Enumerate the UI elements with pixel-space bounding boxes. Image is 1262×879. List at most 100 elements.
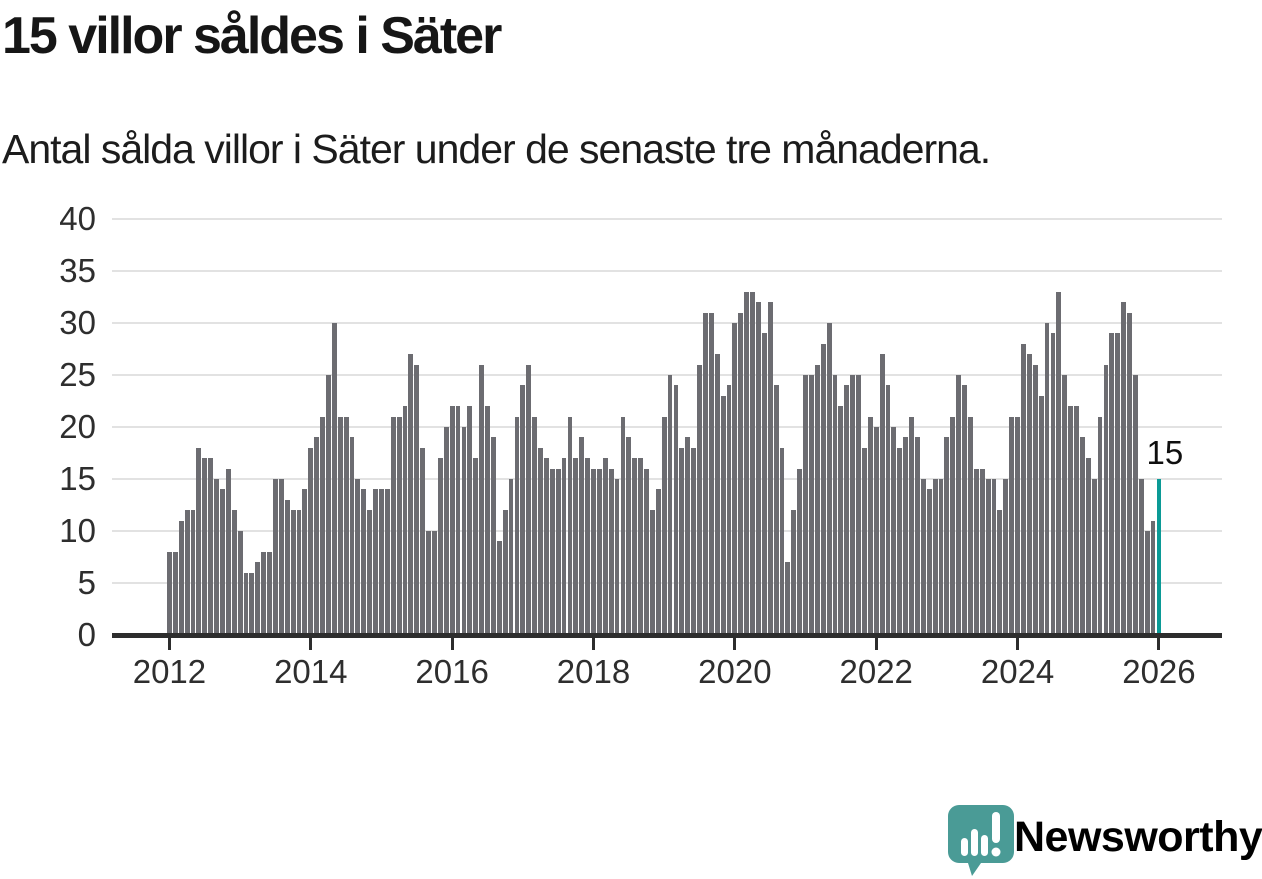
y-axis-label: 40 [59, 200, 96, 237]
bar [355, 479, 361, 635]
bar [691, 447, 697, 635]
bar [973, 468, 979, 635]
x-axis-label: 2026 [1122, 653, 1196, 690]
bar [1138, 479, 1144, 635]
bar [1109, 333, 1115, 635]
bar [255, 562, 261, 635]
bar [602, 458, 608, 635]
bar [208, 458, 214, 635]
bar [231, 510, 237, 635]
bar [638, 458, 644, 635]
bar [384, 489, 390, 635]
bar [697, 364, 702, 635]
bar [1032, 364, 1038, 635]
bar [455, 406, 461, 635]
bar [1091, 479, 1097, 635]
bar [343, 416, 349, 635]
bar [732, 323, 738, 635]
bar [1121, 302, 1127, 635]
bar [549, 468, 555, 635]
x-axis-line [112, 633, 1222, 638]
gridline [112, 322, 1222, 324]
bar [620, 416, 626, 635]
bar [1132, 375, 1138, 635]
bar [708, 312, 714, 635]
gridline [112, 582, 1222, 584]
bar [314, 437, 320, 635]
bar [832, 375, 838, 635]
x-axis-label: 2018 [556, 653, 631, 690]
bar [738, 312, 744, 635]
bar [879, 354, 885, 635]
bar [331, 323, 337, 635]
bar [714, 354, 720, 635]
bar [1079, 437, 1085, 635]
bar [402, 406, 408, 635]
bar [214, 479, 219, 635]
bar [502, 510, 508, 635]
bar [1068, 406, 1073, 635]
bar [190, 510, 196, 635]
bar [803, 375, 808, 635]
bar [838, 406, 844, 635]
bar [591, 468, 596, 635]
bar [473, 458, 479, 635]
bar [508, 479, 514, 635]
bar [302, 489, 308, 635]
bar [1074, 406, 1079, 635]
bar [962, 385, 967, 635]
bar [950, 416, 956, 635]
bar [867, 416, 873, 635]
bar [349, 437, 355, 635]
gridline [112, 426, 1222, 428]
bar [761, 333, 767, 635]
bar [496, 541, 502, 635]
bar [720, 395, 726, 635]
bar [1044, 323, 1050, 635]
bar [926, 489, 932, 635]
newsworthy-logo-icon [948, 805, 1014, 876]
page-subtitle: Antal sålda villor i Säter under de sena… [2, 126, 991, 172]
bar [543, 458, 549, 635]
bar [437, 458, 443, 635]
x-axis-label: 2024 [980, 653, 1055, 690]
x-axis-tick [1157, 638, 1161, 650]
bar [891, 427, 897, 635]
bar [396, 416, 402, 635]
bar [850, 375, 856, 635]
x-axis-tick [733, 638, 737, 650]
bar [614, 479, 620, 635]
bar [956, 375, 962, 635]
bar [655, 489, 661, 635]
bar [461, 427, 467, 635]
bar [744, 291, 750, 635]
bar [567, 416, 573, 635]
x-axis-label: 2016 [415, 653, 489, 690]
bar [373, 489, 378, 635]
bar [432, 531, 437, 635]
y-axis-label: 15 [59, 460, 96, 497]
bar [1038, 395, 1044, 635]
bar [979, 468, 985, 635]
bar [644, 468, 649, 635]
y-axis-label: 10 [59, 512, 96, 549]
bar [915, 437, 920, 635]
highlight-bar [1156, 479, 1162, 635]
y-axis-label: 25 [59, 356, 96, 393]
bar [337, 416, 343, 635]
bar [390, 416, 396, 635]
bar [649, 510, 655, 635]
bar [426, 531, 431, 635]
bar [1144, 531, 1150, 635]
bar [991, 479, 997, 635]
bar [1115, 333, 1121, 635]
bar [1003, 479, 1009, 635]
bar [897, 447, 903, 635]
bar [202, 458, 208, 635]
bar [220, 489, 225, 635]
bar [797, 468, 803, 635]
bar [903, 437, 909, 635]
bar [261, 551, 267, 635]
bar [520, 385, 526, 635]
bar [885, 385, 891, 635]
